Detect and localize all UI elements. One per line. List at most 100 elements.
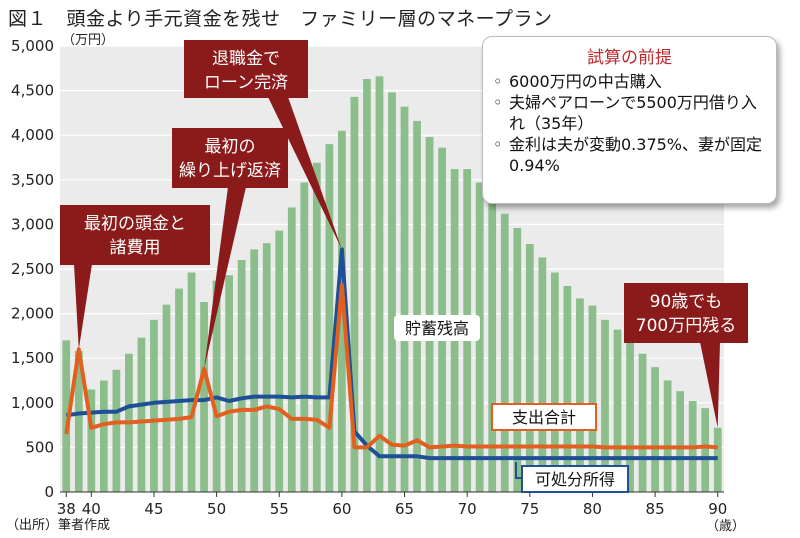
savings-bar	[62, 340, 71, 492]
y-tick-label: 0	[44, 483, 54, 501]
savings-bar	[613, 329, 622, 492]
savings-bar	[663, 380, 672, 492]
svg-text:ローン完済: ローン完済	[204, 73, 288, 93]
savings-bar	[601, 319, 609, 492]
savings-bar	[651, 367, 659, 492]
savings-bar	[225, 275, 234, 492]
expense-label: 支出合計	[491, 403, 597, 431]
savings-bar	[112, 369, 121, 492]
savings-bar	[375, 76, 384, 492]
y-axis-ticks: 0 500 1,000 1,500 2,000 2,500 3,000 3,500 4,000 4…	[11, 37, 54, 501]
svg-text:貯蓄残高: 貯蓄残高	[405, 319, 469, 338]
y-tick-label: 2,500	[11, 260, 54, 278]
y-axis-unit: （万円）	[62, 33, 114, 48]
savings-bars	[62, 76, 722, 493]
premise-box: 試算の前提 6000万円の中古購入 夫婦ペアローンで5500万円借り入れ（35年…	[482, 36, 777, 204]
savings-label: 貯蓄残高	[394, 315, 480, 341]
savings-bar	[701, 408, 710, 492]
svg-text:700万円残る: 700万円残る	[636, 316, 736, 336]
premise-item: 夫婦ペアローンで5500万円借り入れ（35年）	[493, 92, 766, 134]
svg-text:最初の: 最初の	[205, 137, 256, 157]
x-tick-label: 65	[395, 500, 414, 518]
x-tick-label: 60	[332, 500, 351, 518]
savings-bar	[187, 272, 196, 492]
savings-bar	[388, 92, 396, 492]
svg-text:繰り上げ返済: 繰り上げ返済	[179, 161, 281, 181]
savings-bar	[413, 120, 421, 492]
savings-bar	[162, 304, 171, 492]
savings-bar	[525, 244, 534, 492]
y-tick-label: 4,500	[11, 82, 54, 100]
savings-bar	[262, 243, 271, 492]
disposable-label: 可処分所得	[515, 462, 629, 493]
x-tick-label: 80	[583, 500, 602, 518]
savings-bar	[300, 182, 309, 492]
savings-bar	[638, 353, 647, 492]
savings-bar	[626, 338, 634, 492]
savings-bar	[312, 162, 321, 493]
savings-bar	[500, 213, 509, 493]
savings-bar	[212, 280, 221, 492]
svg-text:支出合計: 支出合計	[512, 408, 576, 427]
svg-text:諸費用: 諸費用	[110, 238, 161, 258]
callout: 90歳でも 700万円残る	[624, 283, 748, 428]
savings-bar	[200, 302, 208, 492]
x-tick-label: 75	[520, 500, 539, 518]
x-axis-ticks: 38 40 45 50 55 60 65 70 75 80 85 90	[57, 491, 727, 518]
y-tick-label: 1,500	[11, 349, 54, 367]
savings-bar	[237, 260, 246, 492]
savings-bar	[250, 249, 259, 492]
premise-item: 6000万円の中古購入	[493, 71, 766, 92]
x-tick-label: 55	[270, 500, 289, 518]
x-tick-label: 70	[458, 500, 477, 518]
savings-bar	[576, 298, 584, 492]
svg-text:可処分所得: 可処分所得	[535, 470, 615, 489]
premise-title: 試算の前提	[587, 48, 672, 68]
savings-bar	[588, 305, 597, 492]
x-tick-label: 90	[708, 500, 727, 518]
savings-bar	[338, 130, 346, 493]
x-tick-label: 45	[144, 500, 163, 518]
savings-bar	[538, 257, 547, 492]
x-tick-label: 85	[646, 500, 665, 518]
x-tick-label: 50	[207, 500, 226, 518]
savings-bar	[488, 199, 497, 492]
y-tick-label: 3,000	[11, 215, 54, 233]
y-tick-label: 5,000	[11, 37, 54, 55]
savings-bar	[350, 96, 359, 493]
savings-bar	[550, 272, 559, 492]
savings-bar	[74, 351, 83, 492]
savings-bar	[363, 79, 371, 492]
x-tick-label: 38	[57, 500, 76, 518]
savings-bar	[99, 380, 108, 492]
chart-title: 図１ 頭金より手元資金を残せ ファミリー層のマネープラン	[8, 8, 553, 30]
svg-text:90歳でも: 90歳でも	[650, 292, 723, 312]
line-expense	[64, 283, 718, 450]
savings-bar	[513, 227, 522, 492]
x-axis-unit: （歳）	[706, 519, 745, 534]
y-tick-label: 2,000	[11, 305, 54, 323]
savings-bar	[175, 288, 183, 492]
svg-text:最初の頭金と: 最初の頭金と	[84, 214, 186, 234]
svg-text:退職金で: 退職金で	[212, 49, 280, 69]
savings-bar	[713, 427, 722, 492]
savings-bar	[275, 230, 284, 493]
savings-bar	[325, 144, 334, 492]
savings-bar	[676, 391, 685, 492]
savings-bar	[400, 106, 409, 492]
savings-bar	[563, 285, 572, 492]
premise-item: 金利は夫が変動0.375%、妻が固定0.94%	[493, 134, 766, 176]
y-tick-label: 3,500	[11, 171, 54, 189]
line-series	[64, 247, 718, 461]
line-disposable	[66, 247, 718, 461]
y-tick-label: 500	[25, 438, 54, 456]
source-note: （出所）筆者作成	[6, 518, 111, 533]
savings-bar	[287, 207, 296, 492]
savings-bar	[87, 389, 96, 492]
y-tick-label: 1,000	[11, 394, 54, 412]
